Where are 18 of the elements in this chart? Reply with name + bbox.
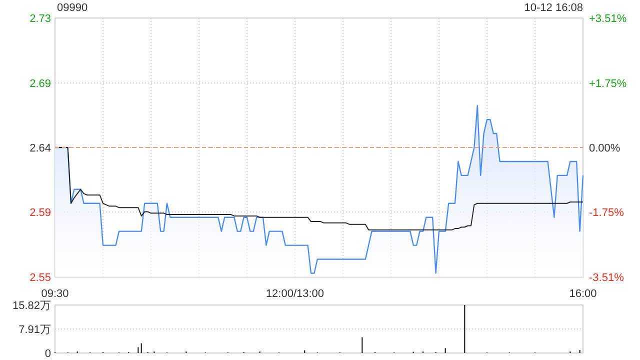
y2-tick-label: +3.51%	[589, 12, 627, 25]
y2-tick-label: -1.75%	[589, 206, 624, 219]
chart-title: 09990	[57, 2, 88, 14]
x-tick-label: 16:00	[569, 288, 597, 300]
y-tick-label: 15.82万	[12, 300, 51, 312]
y-tick-label: 0	[44, 348, 51, 360]
y-tick-label: 2.55	[30, 272, 51, 284]
y-tick-label: 2.69	[30, 78, 51, 90]
y-tick-label: 7.91万	[18, 324, 51, 336]
x-tick-label: 12:00/13:00	[266, 288, 324, 300]
y-tick-label: 2.59	[30, 206, 51, 219]
x-tick-label: 09:30	[41, 288, 69, 300]
y2-tick-label: +1.75%	[589, 78, 627, 90]
y-tick-label: 2.64	[30, 142, 51, 154]
text: 10-12 16:08	[524, 2, 583, 14]
y-tick-label: 2.73	[30, 12, 51, 25]
y2-tick-label: -3.51%	[589, 272, 624, 284]
y2-tick-label: 0.00%	[589, 142, 620, 154]
